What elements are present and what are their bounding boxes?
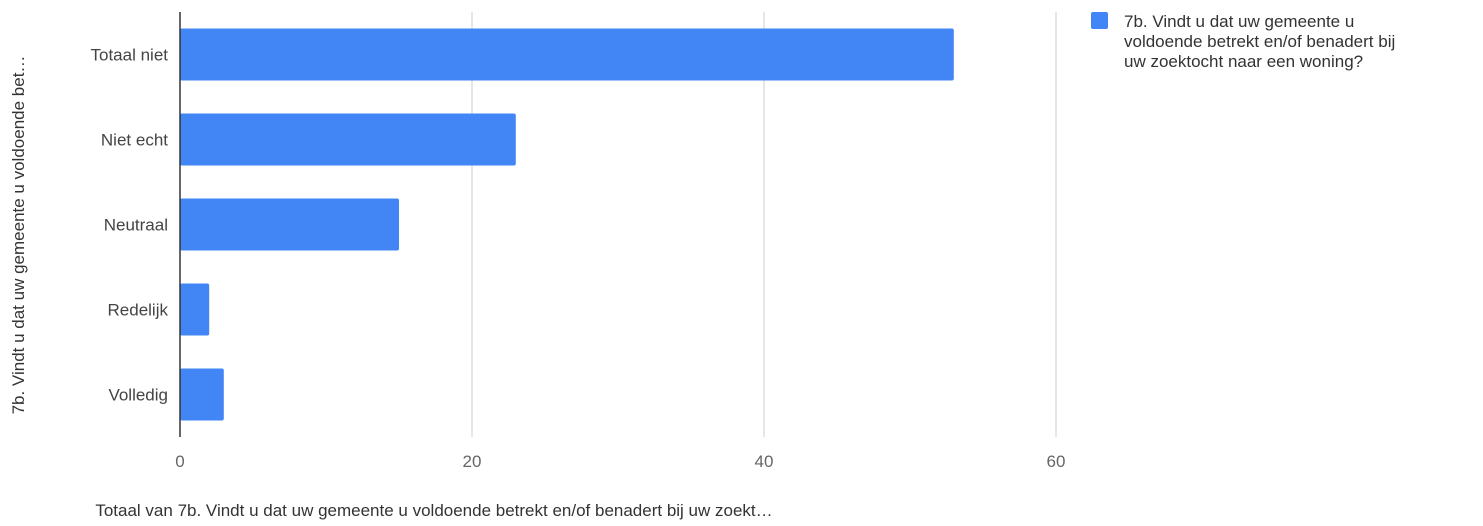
bar-neutraal[interactable] bbox=[180, 198, 399, 251]
category-label: Totaal niet bbox=[91, 46, 169, 65]
bar-totaal-niet[interactable] bbox=[180, 28, 954, 81]
legend-line-1: 7b. Vindt u dat uw gemeente u bbox=[1124, 12, 1354, 31]
bar-niet-echt[interactable] bbox=[180, 113, 516, 166]
legend-line-2: voldoende betrekt en/of benadert bij bbox=[1124, 32, 1395, 51]
category-label: Redelijk bbox=[108, 301, 169, 320]
bar-volledig[interactable] bbox=[180, 368, 224, 421]
legend-swatch bbox=[1091, 12, 1108, 29]
x-tick-labels: 0 20 40 60 bbox=[175, 452, 1065, 471]
category-label: Niet echt bbox=[101, 131, 168, 150]
x-tick-label: 0 bbox=[175, 452, 184, 471]
bar-redelijk[interactable] bbox=[180, 283, 210, 336]
x-tick-label: 20 bbox=[463, 452, 482, 471]
gridlines bbox=[471, 12, 1057, 437]
x-axis-title: Totaal van 7b. Vindt u dat uw gemeente u… bbox=[95, 501, 772, 520]
legend[interactable]: 7b. Vindt u dat uw gemeente u voldoende … bbox=[1091, 12, 1395, 71]
category-label: Neutraal bbox=[104, 216, 168, 235]
category-label: Volledig bbox=[108, 386, 168, 405]
category-labels: Totaal niet Niet echt Neutraal Redelijk Voll… bbox=[91, 46, 169, 405]
x-tick-label: 40 bbox=[755, 452, 774, 471]
x-tick-label: 60 bbox=[1047, 452, 1066, 471]
legend-line-3: uw zoektocht naar een woning? bbox=[1124, 52, 1363, 71]
y-axis-title: 7b. Vindt u dat uw gemeente u voldoende … bbox=[9, 56, 28, 415]
bars bbox=[180, 28, 954, 421]
